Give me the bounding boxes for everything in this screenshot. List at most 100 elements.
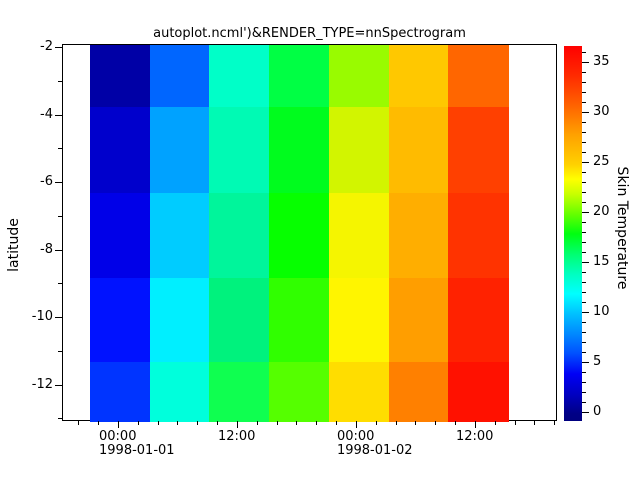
x-minor-tick <box>534 421 536 425</box>
heatmap-cell <box>328 45 390 107</box>
heatmap-cell <box>209 107 270 193</box>
colorbar-minor-tick <box>582 91 586 93</box>
colorbar-minor-tick <box>582 371 586 373</box>
heatmap-cell <box>328 193 390 278</box>
y-tick-label: -2 <box>40 39 53 54</box>
heatmap-cell <box>90 362 151 422</box>
colorbar-minor-tick <box>582 241 586 243</box>
x-tick-label: 12:00 <box>218 430 255 444</box>
x-tick-time: 12:00 <box>455 429 494 444</box>
heatmap-cell <box>90 277 151 362</box>
heatmap-cell <box>149 107 211 193</box>
heatmap-cell <box>90 193 151 278</box>
heatmap-cell <box>149 45 211 107</box>
x-tick-date: 1998-01-02 <box>336 443 413 458</box>
x-minor-tick <box>494 421 496 425</box>
colorbar-tick-label: 35 <box>593 53 610 69</box>
x-tick-label: 12:00 <box>456 430 493 444</box>
y-tick-label: -4 <box>40 106 53 122</box>
colorbar-minor-tick <box>582 401 586 403</box>
y-major-tick <box>55 249 62 251</box>
colorbar-minor-tick <box>582 251 586 253</box>
colorbar-minor-tick <box>582 291 586 293</box>
x-minor-tick <box>395 421 397 425</box>
x-major-tick <box>355 421 357 428</box>
y-tick-label: -12 <box>31 376 53 392</box>
x-tick-time: 12:00 <box>217 429 256 444</box>
x-minor-tick <box>98 421 100 425</box>
colorbar-major-tick <box>582 211 589 213</box>
y-major-tick <box>55 317 62 318</box>
colorbar-minor-tick <box>582 141 586 143</box>
x-minor-tick <box>137 421 139 425</box>
y-major-tick <box>55 384 62 386</box>
colorbar-minor-tick <box>582 351 586 353</box>
colorbar-minor-tick <box>582 381 586 383</box>
colorbar-minor-tick <box>582 171 586 173</box>
x-minor-tick <box>435 421 437 425</box>
x-tick-label: 00:00 1998-01-01 <box>99 430 175 458</box>
heatmap-cell <box>328 277 390 362</box>
heatmap-cell <box>388 193 450 278</box>
colorbar-minor-tick <box>582 191 586 193</box>
heatmap-cell <box>269 362 330 422</box>
y-minor-tick <box>58 283 62 285</box>
heatmap-cell <box>448 277 509 362</box>
x-minor-tick <box>316 421 318 425</box>
colorbar <box>564 46 582 421</box>
colorbar-minor-tick <box>582 231 586 233</box>
heatmap-cell <box>388 277 450 362</box>
colorbar-minor-tick <box>582 341 586 343</box>
x-minor-tick <box>554 421 556 425</box>
y-major-tick <box>55 182 62 183</box>
heatmap-cell <box>269 193 330 278</box>
x-major-tick <box>118 421 119 428</box>
x-minor-tick <box>514 421 516 425</box>
colorbar-minor-tick <box>582 71 586 73</box>
x-tick-date: 1998-01-01 <box>99 443 175 458</box>
heatmap-cell <box>209 362 270 422</box>
heatmap-cell <box>269 45 330 107</box>
y-tick-label: -8 <box>40 241 53 257</box>
colorbar-minor-tick <box>582 391 586 393</box>
y-tick-label: -10 <box>31 309 53 324</box>
colorbar-minor-tick <box>582 321 586 323</box>
colorbar-minor-tick <box>582 301 586 303</box>
heatmap-cell <box>448 193 509 278</box>
colorbar-minor-tick <box>582 221 586 223</box>
y-major-tick <box>55 47 62 48</box>
colorbar-major-tick <box>582 111 589 113</box>
colorbar-minor-tick <box>582 201 586 203</box>
x-minor-tick <box>197 421 199 425</box>
x-minor-tick <box>177 421 179 425</box>
plot-area[interactable] <box>62 44 557 422</box>
heatmap-cell <box>448 362 509 422</box>
x-minor-tick <box>256 421 258 425</box>
colorbar-minor-tick <box>582 131 586 133</box>
x-tick-time: 00:00 <box>336 429 375 444</box>
colorbar-tick-label: 5 <box>593 353 602 369</box>
x-minor-tick <box>455 421 457 425</box>
colorbar-tick-label: 25 <box>593 153 610 169</box>
colorbar-minor-tick <box>582 51 586 53</box>
plot-title: autoplot.ncml')&RENDER_TYPE=nnSpectrogra… <box>153 26 466 41</box>
colorbar-minor-tick <box>582 281 586 283</box>
x-tick-label: 00:00 1998-01-02 <box>337 430 413 458</box>
colorbar-major-tick <box>582 411 589 413</box>
heatmap-cell <box>448 45 509 107</box>
heatmap-cell <box>209 45 270 107</box>
colorbar-minor-tick <box>582 121 586 123</box>
y-minor-tick <box>58 215 62 217</box>
heatmap-cell <box>388 107 450 193</box>
heatmap-cell <box>90 45 151 107</box>
x-minor-tick <box>78 421 80 425</box>
heatmap-cell <box>388 45 450 107</box>
colorbar-major-tick <box>582 361 589 363</box>
x-tick-time: 00:00 <box>99 429 137 444</box>
heatmap-cell <box>149 277 211 362</box>
colorbar-minor-tick <box>582 151 586 153</box>
colorbar-major-tick <box>582 161 589 163</box>
heatmap-cell <box>209 193 270 278</box>
y-minor-tick <box>58 418 62 420</box>
heatmap-cell <box>328 362 390 422</box>
